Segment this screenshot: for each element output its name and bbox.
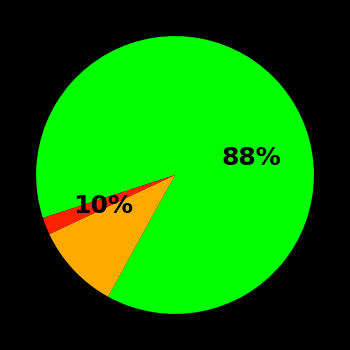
Text: 10%: 10% xyxy=(73,194,133,218)
Wedge shape xyxy=(49,175,175,297)
Wedge shape xyxy=(36,36,314,314)
Wedge shape xyxy=(43,175,175,234)
Text: 88%: 88% xyxy=(222,146,281,170)
